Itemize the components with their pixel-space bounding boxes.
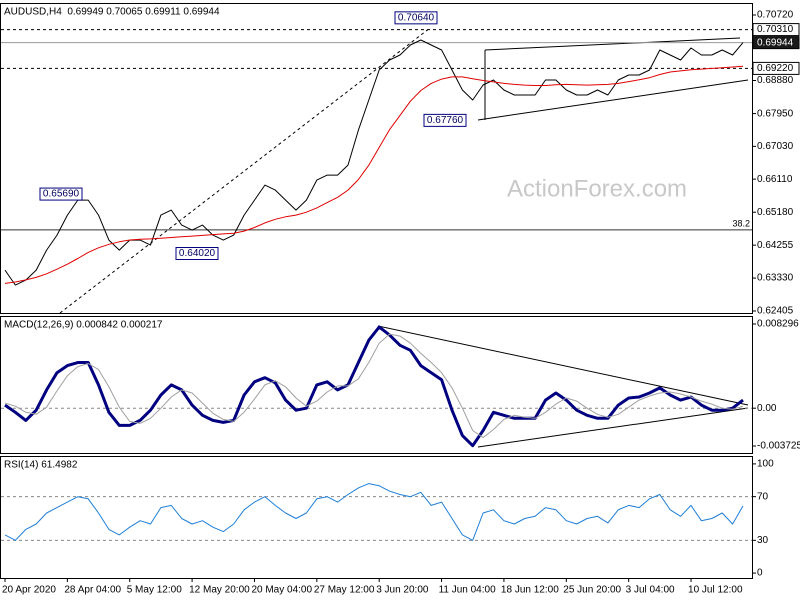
x-tick-label: 20 May 04:00 — [251, 585, 312, 596]
y-tick-label: 0.63330 — [757, 273, 794, 284]
x-tick-label: 10 Jul 12:00 — [688, 585, 743, 596]
annotation-box — [394, 11, 438, 25]
y-tick-label: 70 — [757, 491, 769, 502]
annotation-box — [39, 187, 83, 201]
x-tick-label: 12 May 20:00 — [189, 585, 250, 596]
y-tick-label: 0 — [757, 568, 763, 579]
series-line — [4, 39, 744, 286]
price-level-label: 0.69944 — [757, 37, 794, 48]
y-tick-label: 0.66110 — [757, 174, 793, 185]
y-tick-label: 100 — [757, 459, 774, 470]
y-tick-label: 0.64255 — [757, 240, 794, 251]
annotation-label: 0.67760 — [427, 115, 464, 126]
x-tick-label: 3 Jun 20:00 — [376, 585, 429, 596]
price-panel-frame — [0, 3, 753, 314]
trendline — [377, 325, 749, 406]
annotation-box — [423, 113, 467, 127]
y-tick-label: -0.003725 — [757, 441, 800, 452]
price-level-box — [752, 23, 800, 37]
panel-title: RSI(14) 61.4982 — [4, 460, 78, 471]
trendline — [477, 407, 749, 448]
x-tick-label: 5 May 12:00 — [127, 585, 182, 596]
series-line — [4, 65, 744, 284]
y-tick-label: 0.70720 — [757, 10, 794, 21]
y-tick-label: 30 — [757, 535, 769, 546]
rsi-panel-frame — [0, 456, 753, 579]
price-level-label: 0.69220 — [757, 63, 794, 74]
price-level-box — [752, 36, 800, 50]
series-line — [4, 325, 744, 448]
y-tick-label: 0.67950 — [757, 108, 794, 119]
x-tick-label: 27 May 12:00 — [314, 585, 375, 596]
annotation-label: 0.65690 — [43, 189, 80, 200]
panel-title: AUDUSD,H4 0.69949 0.70065 0.69911 0.6994… — [4, 7, 220, 18]
annotation-label: 0.64020 — [179, 248, 216, 259]
fib-label: 38.2 — [732, 218, 750, 228]
price-level-box — [752, 61, 800, 75]
y-tick-label: 0.62405 — [757, 306, 794, 317]
y-tick-label: 0.68880 — [757, 75, 794, 86]
panel-title: MACD(12,26,9) 0.000842 0.000217 — [4, 320, 163, 331]
macd-panel-frame — [0, 316, 753, 454]
series-line — [4, 483, 744, 541]
trendline — [477, 79, 749, 121]
y-tick-label: 0.00 — [757, 403, 777, 414]
y-tick-label: 0.67030 — [757, 141, 794, 152]
y-tick-label: 0.008296 — [757, 319, 799, 330]
trendline — [484, 37, 741, 51]
price-level-label: 0.70310 — [757, 24, 794, 35]
x-tick-label: 18 Jun 12:00 — [501, 585, 559, 596]
x-tick-label: 20 Apr 2020 — [2, 585, 56, 596]
watermark: ActionForex.com — [507, 175, 687, 202]
x-tick-label: 28 Apr 04:00 — [64, 585, 121, 596]
x-tick-label: 25 Jun 20:00 — [563, 585, 621, 596]
annotation-box — [175, 247, 219, 261]
x-tick-label: 11 Jun 04:00 — [439, 585, 497, 596]
x-tick-label: 3 Jul 04:00 — [626, 585, 675, 596]
annotation-label: 0.70640 — [398, 12, 435, 23]
series-line — [4, 333, 744, 439]
trendlines — [59, 27, 749, 448]
y-tick-label: 0.65180 — [757, 207, 794, 218]
